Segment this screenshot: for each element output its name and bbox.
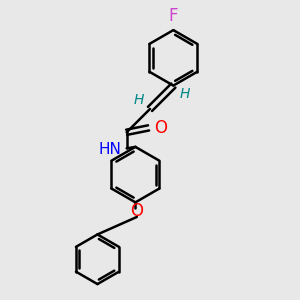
Text: HN: HN: [98, 142, 122, 157]
Text: H: H: [180, 87, 190, 101]
Text: O: O: [130, 202, 143, 220]
Text: O: O: [154, 119, 167, 137]
Text: H: H: [133, 94, 144, 107]
Text: F: F: [169, 7, 178, 25]
